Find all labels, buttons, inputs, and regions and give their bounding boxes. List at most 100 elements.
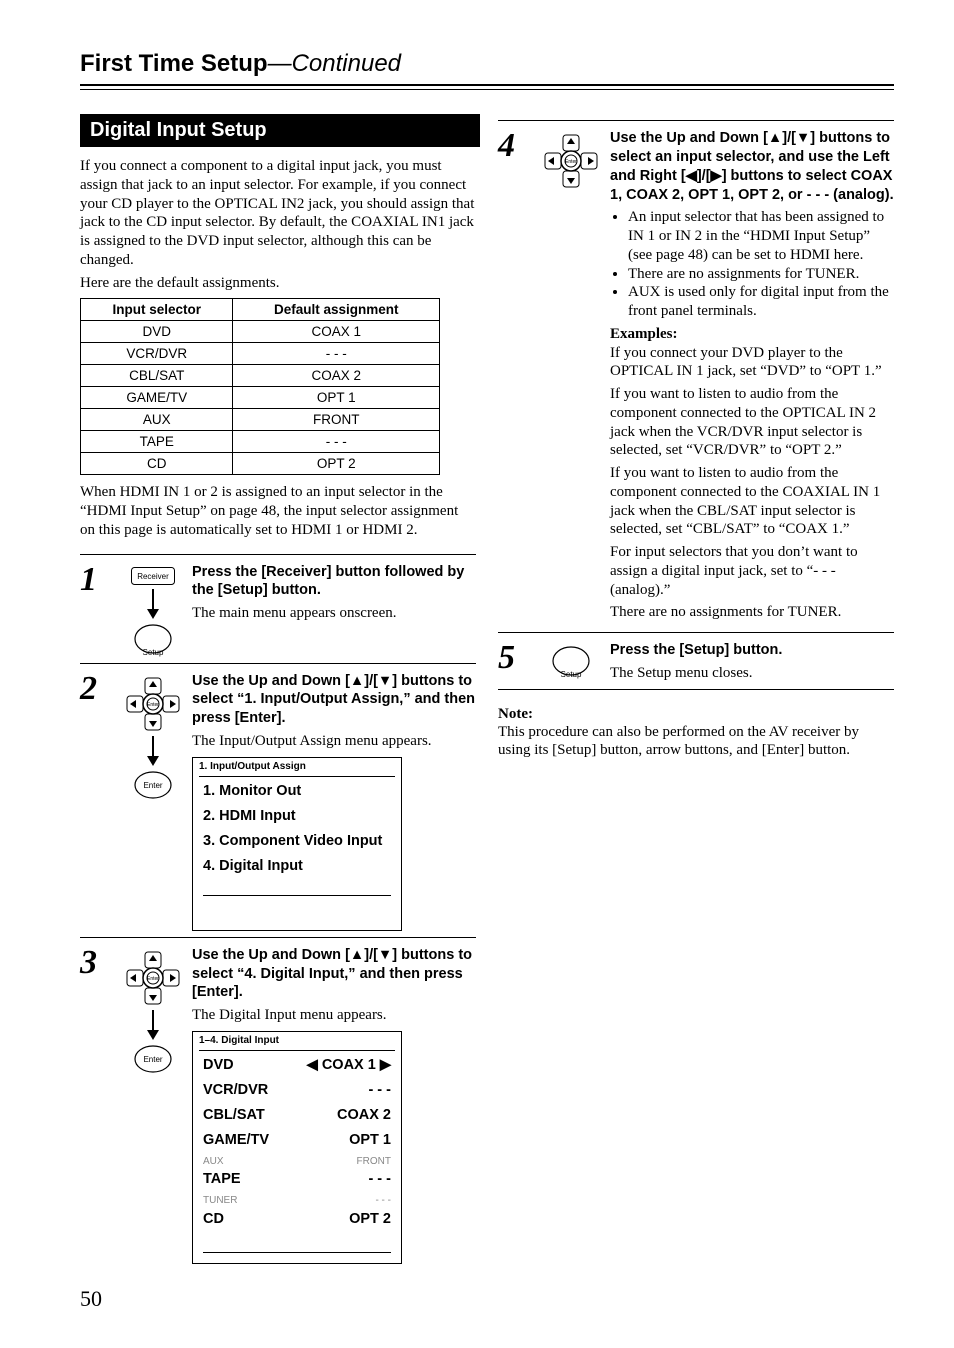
right-column: 4 Enter Use the Up and Down [▲]/[ [498,114,894,1264]
table-cell: AUX [81,409,233,431]
step-number: 2 [80,672,108,706]
table-cell: DVD [81,321,233,343]
menu-inner: 1. Monitor Out 2. HDMI Input 3. Componen… [199,776,395,923]
arrow-down-icon [143,589,163,619]
step-5: 5 Setup Press the [Setup] button. The Se… [498,632,894,683]
step-number: 1 [80,563,108,597]
left-column: Digital Input Setup If you connect a com… [80,114,476,1264]
svg-text:Setup: Setup [143,648,164,657]
header-title: First Time Setup [80,50,268,77]
example-text: For input selectors that you don’t want … [610,543,894,599]
intro-paragraph-1: If you connect a component to a digital … [80,157,476,270]
bullet-item: An input selector that has been assigned… [628,208,894,264]
step-5-bold: Press the [Setup] button. [610,641,894,660]
svg-text:Setup: Setup [561,670,582,679]
step-4-body: Use the Up and Down [▲]/[▼] buttons to s… [610,129,894,626]
svg-text:Enter: Enter [143,1055,162,1064]
step-4-icons: Enter [532,129,610,189]
table-cell: CBL/SAT [81,365,233,387]
header-rules [80,84,894,90]
step-4-bold: Use the Up and Down [▲]/[▼] buttons to s… [610,129,894,204]
table-cell: VCR/DVR [81,343,233,365]
menu-inner: DVD◀ COAX 1 ▶ VCR/DVR- - - CBL/SATCOAX 2… [199,1050,395,1256]
dpad-icon: Enter [125,950,181,1006]
page-number: 50 [80,1286,102,1312]
svg-text:Enter: Enter [147,976,159,982]
enter-button-icon: Enter [133,1044,173,1074]
example-text: If you want to listen to audio from the … [610,385,894,460]
step-1-icons: Receiver Setup [114,563,192,657]
arrow-down-icon [143,1010,163,1040]
setup-button-icon: Setup [131,623,175,657]
step-5-text: The Setup menu closes. [610,665,752,681]
assignment-table: Input selector Default assignment DVDCOA… [80,298,440,475]
page-header: First Time Setup—Continued [80,50,894,84]
step-3-icons: Enter Enter [114,946,192,1074]
step-2-text: The Input/Output Assign menu appears. [192,733,432,749]
bullet-item: AUX is used only for digital input from … [628,283,894,321]
step-3-bold: Use the Up and Down [▲]/[▼] buttons to s… [192,946,476,1003]
table-cell: OPT 2 [233,453,440,475]
menu-row: CDOPT 2 [203,1209,391,1230]
menu-item: 4. Digital Input [203,856,391,877]
section-banner: Digital Input Setup [80,114,480,147]
svg-text:Enter: Enter [143,781,162,790]
menu-row: TAPE- - - [203,1169,391,1190]
examples-label: Examples: [610,325,894,344]
post-table-paragraph: When HDMI IN 1 or 2 is assigned to an in… [80,483,476,539]
arrow-down-icon [143,736,163,766]
menu-row: TUNER- - - [203,1194,391,1209]
note-label: Note: [498,706,894,723]
svg-text:Receiver: Receiver [137,572,169,581]
step-2-bold: Use the Up and Down [▲]/[▼] buttons to s… [192,672,476,729]
menu-item: 3. Component Video Input [203,831,391,852]
table-cell: GAME/TV [81,387,233,409]
header-continued: —Continued [268,50,401,77]
step-4: 4 Enter Use the Up and Down [▲]/[ [498,120,894,626]
step-2-body: Use the Up and Down [▲]/[▼] buttons to s… [192,672,476,931]
step-5-icons: Setup [532,641,610,679]
menu-row: GAME/TVOPT 1 [203,1130,391,1151]
menu-row: AUXFRONT [203,1155,391,1170]
bullet-item: There are no assignments for TUNER. [628,265,894,284]
table-cell: CD [81,453,233,475]
table-cell: COAX 2 [233,365,440,387]
menu-row: DVD◀ COAX 1 ▶ [203,1055,391,1076]
menu-digital-input: 1–4. Digital Input DVD◀ COAX 1 ▶ VCR/DVR… [192,1031,402,1264]
step-4-bullets: An input selector that has been assigned… [628,208,894,321]
note-text: This procedure can also be performed on … [498,723,894,761]
step-1-text: The main menu appears onscreen. [192,605,397,621]
step-1-body: Press the [Receiver] button followed by … [192,563,476,623]
menu-row: CBL/SATCOAX 2 [203,1105,391,1126]
enter-button-icon: Enter [133,770,173,800]
svg-text:Enter: Enter [147,702,159,708]
menu-input-output-assign: 1. Input/Output Assign 1. Monitor Out 2.… [192,757,402,931]
table-cell: COAX 1 [233,321,440,343]
step-3-text: The Digital Input menu appears. [192,1007,387,1023]
menu-item: 2. HDMI Input [203,806,391,827]
step-number: 5 [498,641,526,675]
step-1: 1 Receiver Setup Press the [Receiver] bu… [80,554,476,657]
table-cell: OPT 1 [233,387,440,409]
menu-title: 1–4. Digital Input [193,1032,401,1051]
step-3-body: Use the Up and Down [▲]/[▼] buttons to s… [192,946,476,1264]
menu-item: 1. Monitor Out [203,781,391,802]
example-text: If you want to listen to audio from the … [610,464,894,539]
dpad-icon: Enter [543,133,599,189]
step-1-bold: Press the [Receiver] button followed by … [192,563,476,601]
step-2-icons: Enter Enter [114,672,192,800]
svg-text:Enter: Enter [565,159,577,165]
step-2: 2 Enter Enter Us [80,663,476,931]
table-header-2: Default assignment [233,299,440,321]
table-cell: - - - [233,343,440,365]
menu-title: 1. Input/Output Assign [193,758,401,777]
step-3: 3 Enter Enter Us [80,937,476,1264]
step-number: 4 [498,129,526,163]
content-columns: Digital Input Setup If you connect a com… [80,114,894,1264]
step-divider [498,689,894,690]
dpad-icon: Enter [125,676,181,732]
setup-button-icon: Setup [549,645,593,679]
table-cell: FRONT [233,409,440,431]
step-5-body: Press the [Setup] button. The Setup menu… [610,641,894,683]
example-text: If you connect your DVD player to the OP… [610,344,894,382]
